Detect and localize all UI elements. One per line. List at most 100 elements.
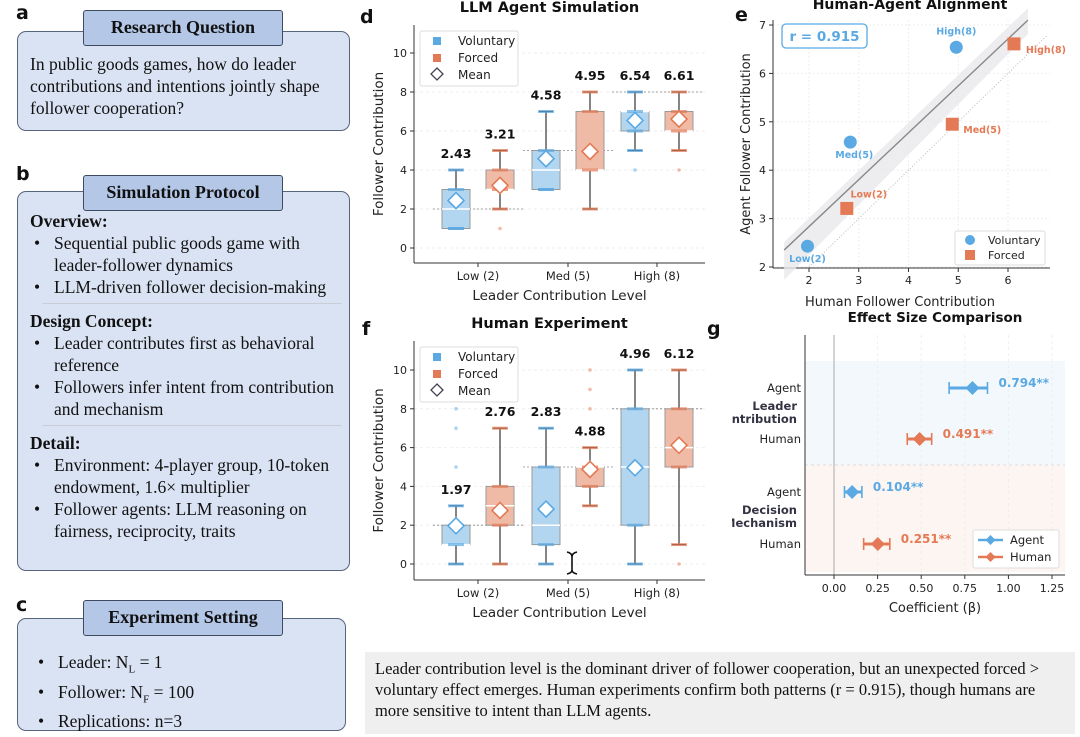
outlier-point: [677, 562, 681, 566]
x-tick-label: 6: [1005, 274, 1012, 287]
chart-effect-size-comparison: 0.00 0.25 0.50 0.75 1.00 1.25 LeaderContributi…: [715, 310, 1065, 616]
item-text: Follower: N: [58, 681, 144, 702]
legend-label: Human: [1010, 550, 1051, 564]
mean-value-label: 6.12: [664, 346, 695, 361]
legend-label: Forced: [988, 249, 1025, 262]
outlier-point: [498, 226, 502, 231]
y-tick-label: 8: [400, 403, 407, 416]
outlier-point: [454, 407, 458, 411]
chart-title: LLM Agent Simulation: [460, 0, 639, 16]
y-tick-label: 0: [400, 242, 407, 255]
legend-marker-human: [985, 552, 996, 562]
mean-marker: [669, 436, 689, 455]
y-tick-label: 7: [759, 19, 766, 32]
point-label: Med(5): [835, 150, 873, 161]
y-tick-label: 4: [400, 164, 407, 177]
mean-marker: [580, 460, 600, 479]
group-label: Contribution: [715, 412, 797, 426]
group-label: Leader: [752, 399, 797, 413]
mean-value-label: 4.88: [575, 424, 606, 439]
list-item: LLM-driven follower decision-making: [34, 276, 340, 298]
legend-swatch-mean: [430, 67, 444, 81]
legend-marker-agent: [985, 535, 996, 545]
row-label: Agent: [767, 381, 802, 395]
section-list: Environment: 4-player group, 10-token en…: [30, 454, 340, 542]
item-text: Leader: N: [58, 652, 129, 672]
mean-value-label: 6.54: [620, 68, 651, 83]
y-tick-label: 6: [400, 442, 407, 455]
x-tick-label: 5: [955, 274, 962, 287]
row-label: Human: [760, 432, 801, 446]
mean-marker: [625, 458, 645, 477]
item-text: = 100: [149, 681, 195, 702]
summary-caption: Leader contribution level is the dominan…: [365, 652, 1075, 734]
x-tick-label: 2: [806, 274, 813, 287]
point-label: Low(2): [789, 254, 826, 265]
point-voluntary: [949, 40, 963, 54]
y-tick-label: 2: [400, 203, 407, 216]
y-tick-label: 2: [400, 519, 407, 532]
panel-label-e: e: [735, 4, 748, 26]
x-tick-label: Med (5): [546, 269, 590, 283]
y-tick-label: 10: [393, 47, 407, 60]
x-tick-label: 4: [905, 274, 912, 287]
outlier-point: [677, 168, 681, 172]
research-question-title: Research Question: [83, 10, 283, 46]
legend-swatch-forced: [433, 370, 441, 378]
legend-swatch-voluntary: [965, 235, 975, 245]
estimate-marker: [845, 485, 860, 499]
list-item: Followers infer intent from contribution…: [34, 376, 340, 420]
mean-marker: [490, 176, 510, 195]
section-heading: Detail:: [30, 433, 81, 453]
estimate-marker: [965, 381, 980, 395]
chart-title: Human Experiment: [471, 316, 628, 332]
section-heading: Design Concept:: [30, 311, 153, 331]
legend-swatch-voluntary: [433, 37, 441, 45]
section-list: Sequential public goods game with leader…: [30, 232, 340, 298]
x-tick-label: High (8): [634, 586, 680, 600]
legend-label: Voluntary: [458, 34, 515, 48]
mean-marker: [625, 111, 645, 130]
point-label: High(8): [936, 26, 976, 37]
panel-label-f: f: [362, 318, 371, 340]
mean-value-label: 4.58: [531, 88, 562, 103]
fit-line: [783, 19, 1029, 251]
x-axis-label: Leader Contribution Level: [472, 288, 646, 304]
research-question-text: In public goods games, how do leader con…: [30, 54, 320, 118]
legend: [419, 346, 519, 403]
list-item-follower: Follower: NF = 100: [38, 681, 334, 711]
y-tick-label: 8: [400, 86, 407, 99]
x-tick-label: 3: [855, 274, 862, 287]
outlier-point: [633, 168, 637, 172]
chart-human-agent-alignment: 2 3 4 5 6 2 3 4 5 6 7 Low(2) Med(5) High(8) Low(2) Med(…: [739, 0, 1066, 310]
row-label: Agent: [767, 485, 802, 499]
y-tick-label: 0: [400, 558, 407, 571]
panel-label-d: d: [360, 6, 374, 28]
coefficient-label: 0.491**: [943, 427, 994, 441]
point-label: Low(2): [850, 189, 887, 200]
x-tick-label: 1.25: [1040, 582, 1065, 595]
panel-label-a: a: [16, 2, 29, 24]
correlation-annotation-box: [781, 23, 868, 49]
estimate-marker: [870, 537, 885, 551]
outlier-point: [454, 426, 458, 431]
legend-swatch-voluntary: [433, 353, 441, 361]
x-tick-label: Med (5): [546, 586, 590, 600]
coefficient-label: 0.794**: [998, 376, 1049, 390]
legend-swatch-mean: [430, 383, 444, 397]
group-label: Mechanism: [724, 516, 797, 530]
legend-label: Agent: [1010, 533, 1045, 547]
row-label: Human: [760, 537, 801, 551]
list-item: Environment: 4-player group, 10-token en…: [34, 454, 340, 498]
mean-marker: [446, 516, 466, 535]
x-tick-label: Low (2): [457, 586, 500, 600]
y-tick-label: 6: [759, 67, 766, 80]
point-forced: [1007, 37, 1021, 51]
mean-marker: [446, 191, 466, 210]
x-axis-label: Coefficient (β): [889, 601, 981, 616]
subscript: L: [128, 663, 136, 676]
legend-swatch-forced: [433, 54, 441, 62]
section-list: Leader contributes first as behavioral r…: [30, 332, 340, 420]
mean-value-label: 2.43: [441, 146, 472, 161]
list-item: Follower agents: LLM reasoning on fairne…: [34, 498, 340, 542]
